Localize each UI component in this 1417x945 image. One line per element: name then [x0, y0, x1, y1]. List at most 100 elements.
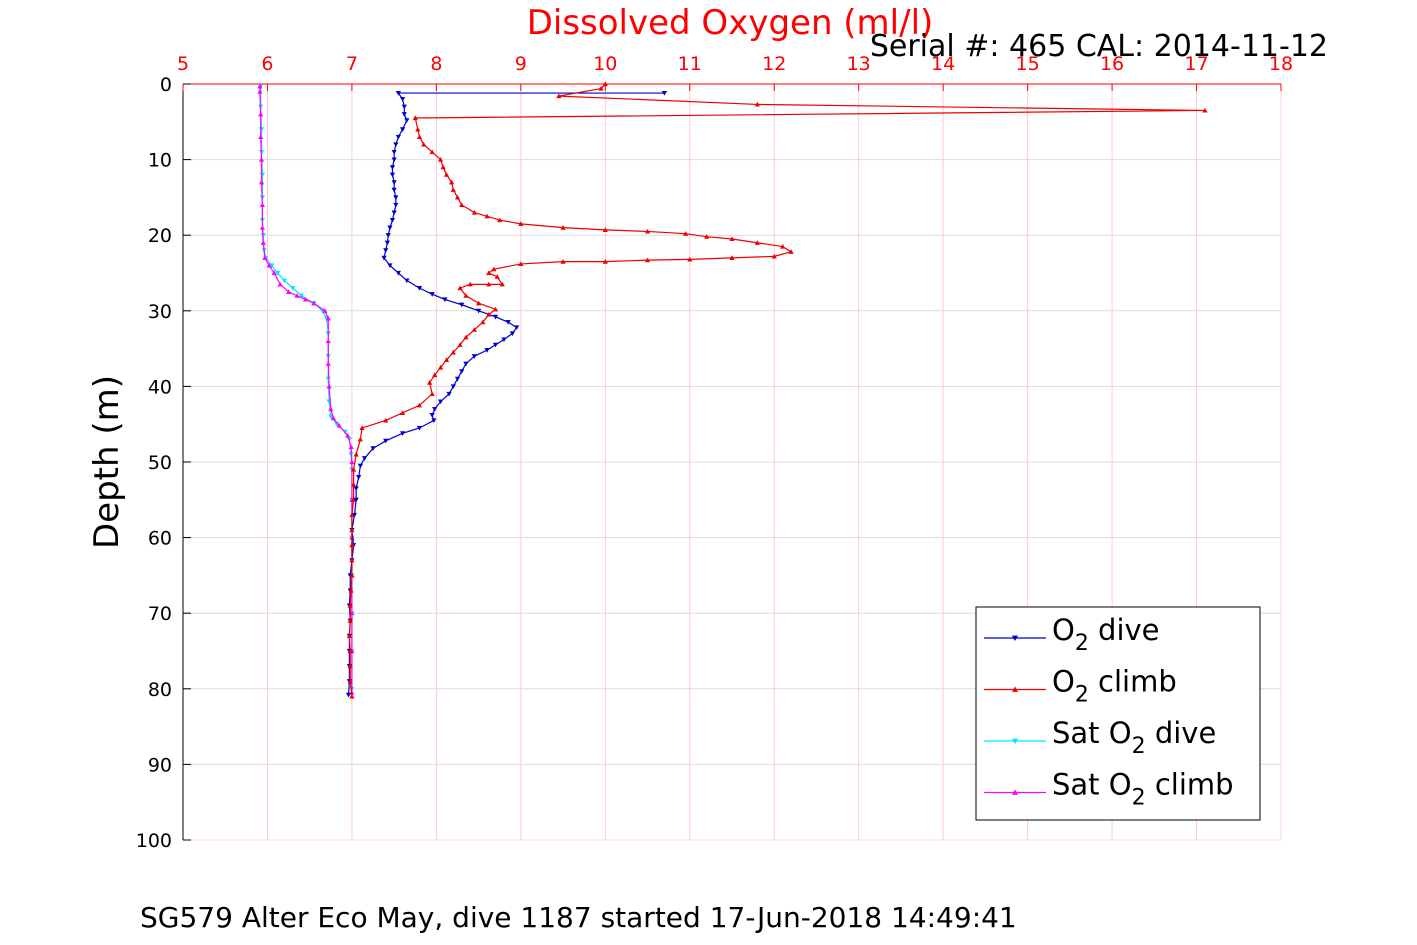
data-point	[347, 618, 353, 623]
data-point	[395, 270, 401, 276]
data-point	[494, 274, 500, 279]
data-point	[442, 297, 448, 303]
legend-label-subscript: 2	[1075, 683, 1089, 708]
chart-title: Dissolved Oxygen (ml/l)	[527, 3, 934, 43]
data-point	[356, 475, 362, 480]
data-point	[370, 446, 376, 451]
data-point	[492, 314, 499, 320]
data-point	[351, 512, 358, 518]
data-point	[471, 209, 477, 215]
data-point	[389, 172, 396, 178]
data-point	[269, 263, 275, 269]
data-point	[463, 361, 469, 367]
data-point	[729, 236, 735, 242]
data-point	[389, 165, 396, 170]
data-point	[729, 255, 735, 260]
data-point	[429, 292, 435, 297]
data-point	[501, 337, 507, 343]
data-point	[499, 281, 505, 287]
data-point	[480, 319, 486, 325]
data-point	[347, 678, 353, 684]
legend-label-suffix: climb	[1146, 768, 1234, 802]
data-point	[1202, 107, 1208, 113]
data-point	[258, 111, 264, 117]
data-point	[416, 425, 423, 431]
data-point	[682, 231, 689, 236]
data-point	[325, 361, 331, 366]
data-point	[348, 444, 354, 449]
legend-label: O2 climb	[1052, 665, 1177, 708]
x-tick-label: 6	[261, 53, 273, 75]
data-point	[330, 415, 336, 421]
data-point	[351, 497, 357, 502]
data-point	[387, 225, 393, 231]
data-point	[349, 557, 355, 563]
data-point	[336, 423, 342, 428]
data-point	[349, 572, 355, 578]
data-point	[431, 418, 437, 424]
data-point	[391, 180, 397, 185]
y-tick-label: 80	[148, 679, 172, 701]
data-point	[505, 320, 511, 325]
data-point	[348, 587, 354, 593]
data-point	[412, 115, 418, 121]
data-point	[560, 259, 566, 264]
x-tick-label: 5	[177, 53, 189, 75]
data-point	[346, 633, 352, 638]
data-point	[400, 97, 406, 102]
data-point	[771, 253, 777, 259]
data-point	[357, 436, 363, 442]
data-point	[266, 262, 272, 268]
data-point	[432, 407, 438, 412]
data-point	[391, 149, 397, 155]
data-point	[788, 249, 794, 254]
series-0	[345, 90, 668, 698]
y-tick-label: 20	[148, 225, 172, 247]
data-point	[345, 432, 351, 438]
chart-caption: SG579 Alter Eco May, dive 1187 started 1…	[140, 901, 1017, 934]
y-tick-label: 10	[148, 150, 172, 172]
legend-label-text: O	[1052, 665, 1075, 699]
data-point	[393, 195, 399, 200]
data-point	[302, 296, 309, 302]
data-point	[421, 141, 427, 147]
data-point	[429, 149, 435, 155]
series-2	[258, 84, 355, 692]
data-point	[416, 286, 423, 291]
series-line	[260, 86, 353, 689]
data-point	[391, 187, 397, 193]
data-point	[443, 357, 450, 363]
data-point	[347, 648, 353, 654]
data-point	[262, 255, 268, 260]
data-point	[602, 227, 608, 232]
data-point	[443, 172, 450, 177]
data-point	[290, 286, 296, 291]
y-tick-label: 0	[160, 74, 172, 96]
data-point	[391, 210, 397, 216]
x-tick-label: 8	[430, 53, 442, 75]
x-tick-label: 9	[515, 53, 527, 75]
data-point	[259, 202, 265, 208]
data-point	[497, 217, 503, 223]
data-point	[476, 300, 482, 306]
data-point	[393, 202, 399, 208]
y-tick-label: 30	[148, 301, 172, 323]
x-tick-label: 14	[931, 53, 955, 75]
data-point	[484, 348, 490, 353]
data-point	[257, 88, 263, 94]
data-point	[359, 425, 365, 431]
data-point	[258, 157, 265, 162]
data-point	[349, 693, 355, 699]
data-point	[384, 240, 390, 246]
x-tick-label: 7	[346, 53, 358, 75]
data-point	[661, 90, 668, 96]
data-point	[258, 179, 265, 185]
data-point	[492, 306, 499, 312]
x-tick-label: 10	[593, 53, 617, 75]
x-tick-label: 13	[847, 53, 871, 75]
x-axis-ticks: 5 6 7 8 9 10 11 12 13 14 15 16 17 18	[177, 53, 1293, 91]
data-point	[454, 376, 461, 382]
data-point	[274, 270, 281, 276]
x-tick-label: 12	[762, 53, 786, 75]
data-point	[427, 380, 433, 385]
